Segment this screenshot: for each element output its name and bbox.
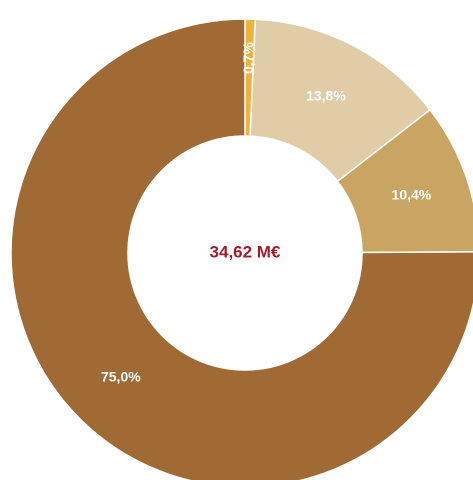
value-label: 10,4% xyxy=(392,186,432,202)
value-label: 13,8% xyxy=(306,87,346,103)
slice xyxy=(10,18,473,480)
value-label: 75,0% xyxy=(101,368,141,384)
slices xyxy=(10,18,473,480)
value-label: 0,7% xyxy=(240,42,256,74)
center-label: 34,62 M€ xyxy=(210,242,281,261)
slice xyxy=(336,108,473,254)
labels: 0,7% 13,8% 10,4% 75,0% xyxy=(101,42,432,385)
